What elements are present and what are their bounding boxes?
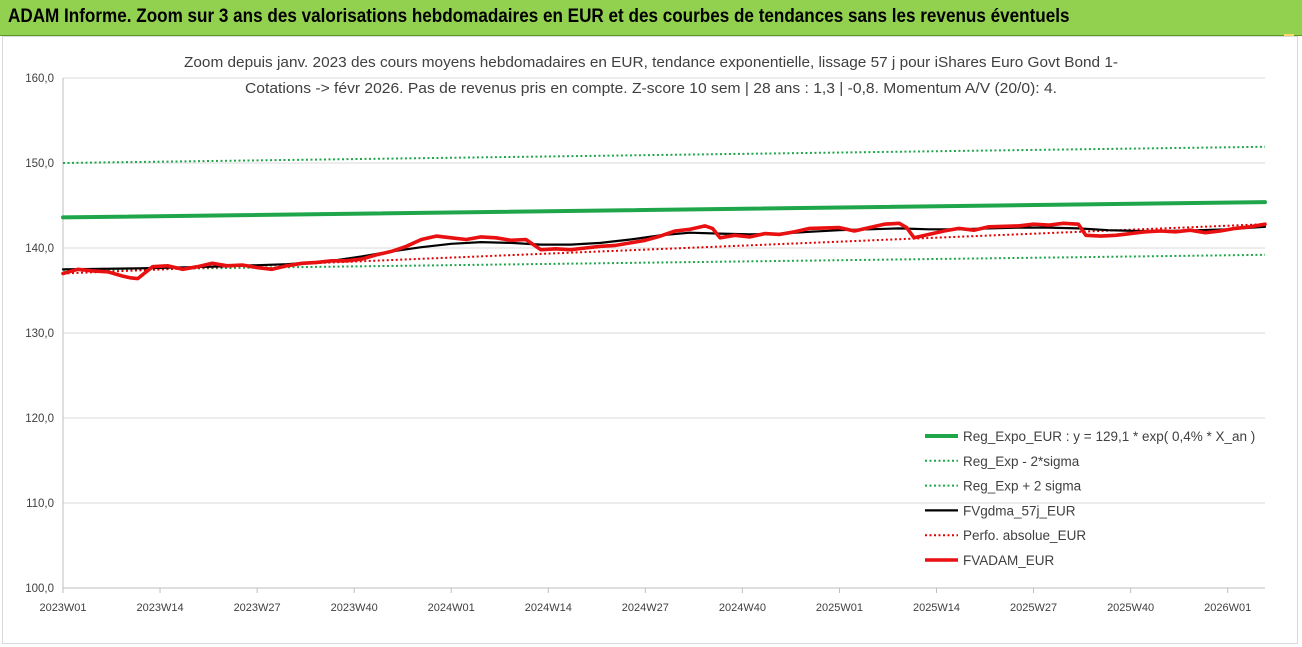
x-tick-label: 2025W40 [1107, 602, 1154, 614]
series-layer [61, 145, 1267, 281]
y-tick-label: 110,0 [26, 498, 54, 510]
series-line-3 [62, 145, 1266, 164]
x-tick-label: 2024W14 [525, 602, 572, 614]
x-tick-label: 2025W27 [1010, 602, 1057, 614]
x-tick-label: 2025W01 [816, 602, 863, 614]
legend-label-2: Reg_Exp - 2*sigma [963, 454, 1080, 469]
axis-layer: 100,0 110,0 120,0 130,0 140,0 150,0 160,0 2023W… [25, 73, 1265, 614]
y-tick-label: 140,0 [25, 243, 54, 255]
x-tick-label: 2026W01 [1204, 602, 1251, 614]
chart-title: Zoom depuis janv. 2023 des cours moyens … [184, 54, 1118, 97]
chart-title-line-1: Zoom depuis janv. 2023 des cours moyens … [184, 54, 1118, 71]
series-line-1 [61, 200, 1267, 220]
legend: Reg_Expo_EUR : y = 129,1 * exp( 0,4% * X… [925, 429, 1255, 568]
series-line-6 [61, 221, 1267, 281]
legend-label-1: Reg_Expo_EUR : y = 129,1 * exp( 0,4% * X… [963, 429, 1255, 444]
y-tick-label: 100,0 [25, 583, 54, 595]
x-tick-label: 2024W40 [719, 602, 766, 614]
chart-frame [2, 36, 1298, 644]
x-tick-label: 2023W40 [331, 602, 378, 614]
report-banner: ADAM Informe. Zoom sur 3 ans des valoris… [0, 0, 1302, 36]
y-tick-label: 130,0 [25, 328, 54, 340]
y-tick-label: 150,0 [25, 158, 54, 170]
legend-label-6: FVADAM_EUR [963, 553, 1055, 568]
series-line-2 [62, 253, 1266, 272]
grid-layer [63, 77, 1265, 589]
x-tick-label: 2024W01 [428, 602, 475, 614]
legend-label-3: Reg_Exp + 2 sigma [963, 479, 1082, 494]
legend-label-5: Perfo. absolue_EUR [963, 528, 1086, 543]
x-tick-label: 2023W01 [39, 602, 86, 614]
x-tick-label: 2023W27 [234, 602, 281, 614]
x-tick-label: 2023W14 [137, 602, 184, 614]
y-tick-label: 120,0 [25, 413, 54, 425]
legend-label-4: FVgdma_57j_EUR [963, 503, 1076, 518]
x-tick-label: 2025W14 [913, 602, 960, 614]
corner-marker [1284, 34, 1294, 37]
report-title: ADAM Informe. Zoom sur 3 ans des valoris… [8, 6, 1070, 27]
x-tick-label: 2024W27 [622, 602, 669, 614]
chart-title-line-2: Cotations -> févr 2026. Pas de revenus p… [245, 80, 1057, 97]
y-tick-label: 160,0 [25, 73, 54, 85]
